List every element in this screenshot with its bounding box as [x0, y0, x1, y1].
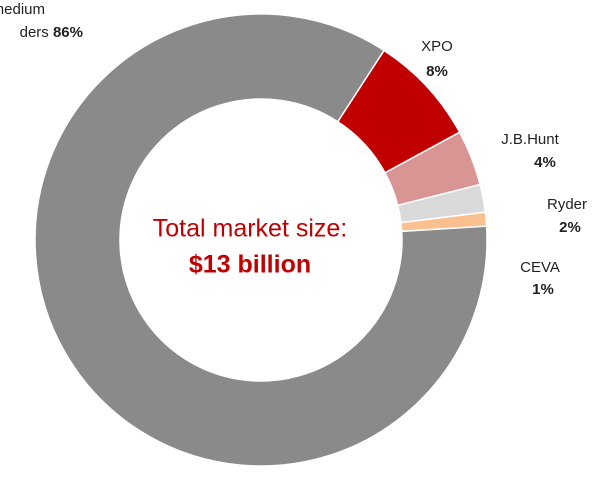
slice-label: ders 86%: [20, 24, 83, 41]
slice: [34, 13, 488, 467]
slice-label-part: medium: [0, 1, 45, 18]
center-value: $13 billion: [189, 251, 311, 279]
center-label: Total market size:: [153, 215, 348, 243]
value-label: 2%: [559, 219, 581, 236]
slice: [383, 131, 481, 207]
slice-label: J.B.Hunt: [501, 131, 559, 148]
slice-label: Ryder: [547, 196, 587, 213]
slice-label: XPO: [421, 38, 453, 55]
value-label: 1%: [532, 281, 554, 298]
slice-label: medium: [0, 1, 45, 18]
slice: [396, 183, 487, 224]
value-label: 4%: [534, 154, 556, 171]
value-label: 8%: [426, 63, 448, 80]
slice-label-part: ders: [20, 24, 49, 41]
value-label: 86%: [53, 24, 83, 41]
slice: [336, 49, 461, 174]
slice-label: CEVA: [520, 259, 560, 276]
